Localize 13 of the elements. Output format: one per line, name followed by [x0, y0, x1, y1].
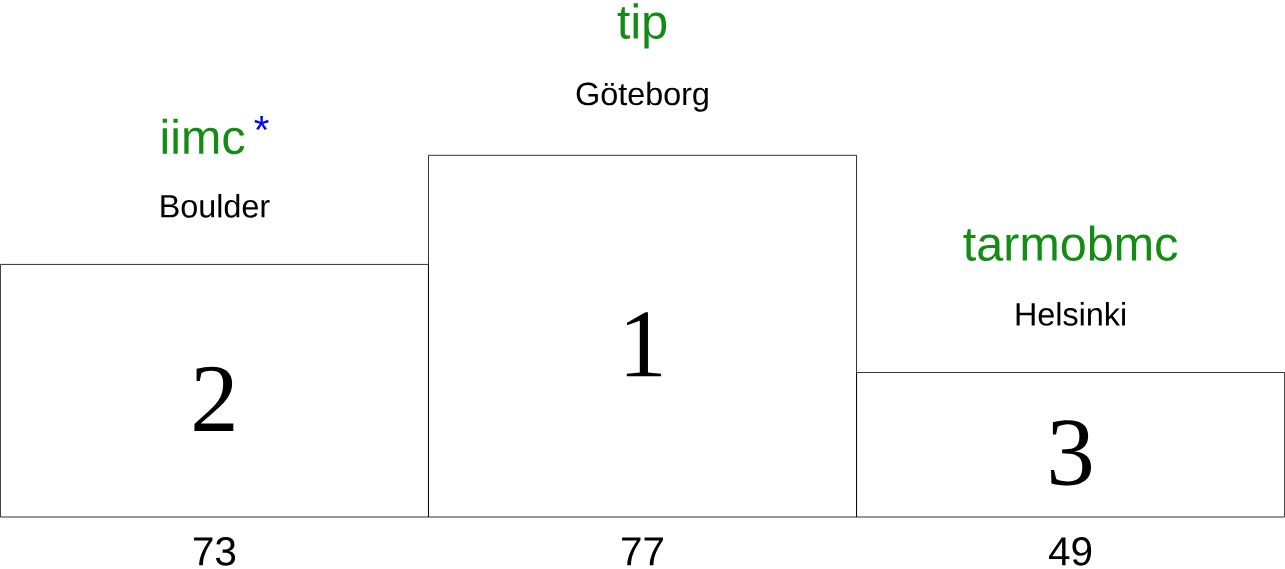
data-label: 49 [1049, 537, 1092, 566]
data-label: 77 [622, 537, 663, 566]
category-label: Göteborg [576, 81, 708, 112]
text: iimc [162, 118, 245, 155]
text: tip [617, 3, 667, 49]
text: tarmobmc [963, 225, 1178, 261]
data-label: 73 [194, 537, 236, 566]
category-label: Boulder [161, 193, 270, 218]
text: 2 [194, 366, 234, 431]
category-label: Helsinki [1016, 302, 1125, 326]
text: 1 [626, 312, 661, 377]
text: * [254, 115, 269, 131]
text: 3 [1050, 420, 1092, 486]
